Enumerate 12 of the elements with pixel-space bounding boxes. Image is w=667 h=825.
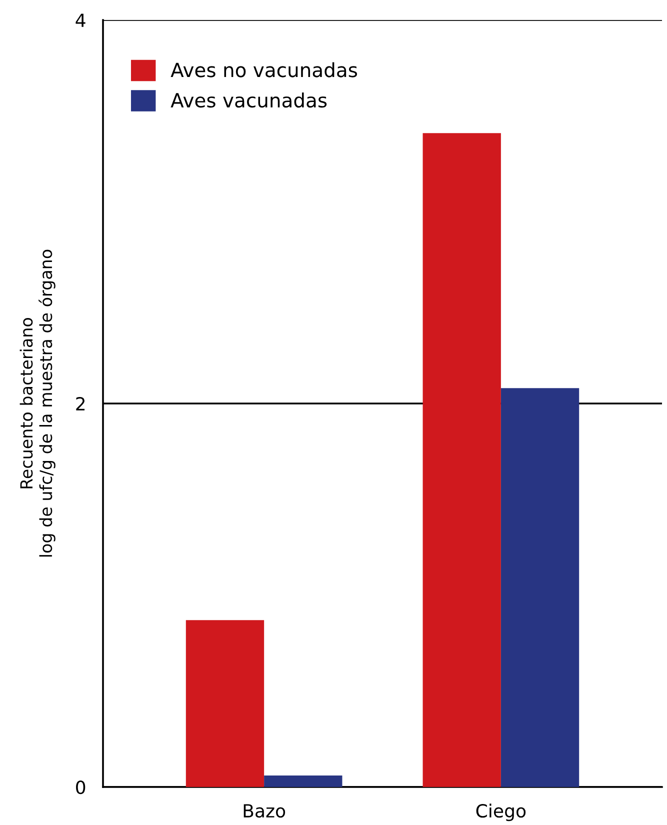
bar [186, 620, 264, 787]
legend-label: Aves no vacunadas [170, 62, 358, 78]
bar [264, 775, 342, 787]
bar [500, 388, 580, 787]
y-axis-title: Recuento bacteriano log de ufc/g de la muestra de órgano [20, 250, 56, 557]
y-tick-label: 2 [76, 396, 85, 410]
y-tick-label: 0 [76, 780, 86, 794]
y-tick-label: 4 [76, 14, 86, 27]
bar [422, 133, 501, 787]
legend-label: Aves vacunadas [170, 92, 327, 108]
x-tick-label: Ciego [476, 804, 526, 822]
x-tick-label: Bazo [244, 804, 286, 818]
